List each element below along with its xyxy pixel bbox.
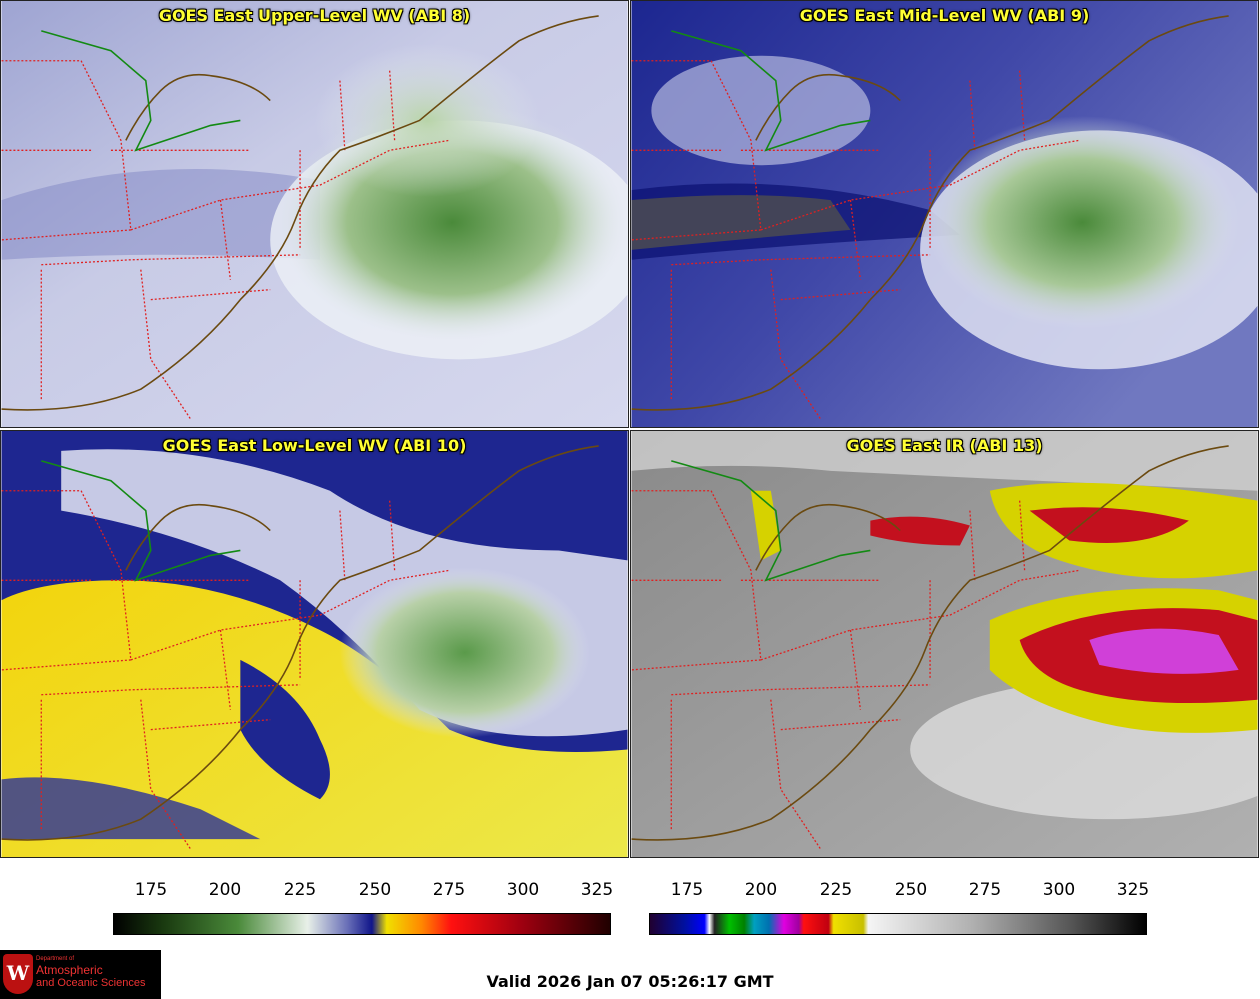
low-level-wv-imagery [1, 431, 628, 857]
wv-tick-label: 225 [283, 880, 317, 900]
panel-title: GOES East Mid-Level WV (ABI 9) [799, 6, 1090, 25]
ir-tick-label: 275 [968, 880, 1002, 900]
ir-tick-label: 225 [819, 880, 853, 900]
mid-level-wv-imagery [631, 1, 1258, 427]
wv-tick-label: 325 [580, 880, 614, 900]
ir-tick-label: 200 [744, 880, 778, 900]
ir-colorbar [649, 913, 1147, 935]
wv-colorbar [113, 913, 611, 935]
logo-line3: and Oceanic Sciences [36, 977, 146, 989]
panel-ir: GOES East IR (ABI 13) [630, 430, 1259, 858]
aos-logo: W Department of Atmospheric and Oceanic … [0, 950, 161, 999]
uw-crest-icon: W [3, 954, 33, 994]
ir-tick-label: 250 [894, 880, 928, 900]
wv-tick-label: 200 [208, 880, 242, 900]
panel-title: GOES East Upper-Level WV (ABI 8) [158, 6, 471, 25]
ir-tick-label: 300 [1042, 880, 1076, 900]
wv-tick-label: 300 [506, 880, 540, 900]
wv-tick-label: 175 [134, 880, 168, 900]
panel-low-level-wv: GOES East Low-Level WV (ABI 10) [0, 430, 629, 858]
panel-title: GOES East Low-Level WV (ABI 10) [162, 436, 467, 455]
logo-line1: Department of [36, 956, 75, 962]
ir-tick-label: 325 [1116, 880, 1150, 900]
panel-mid-level-wv: GOES East Mid-Level WV (ABI 9) [630, 0, 1259, 428]
ir-colorbar-ticks: 175 200 225 250 275 300 325 [649, 880, 1150, 920]
logo-line2: Atmospheric [36, 963, 103, 977]
wv-tick-label: 250 [358, 880, 392, 900]
ir-imagery [631, 431, 1258, 857]
panel-upper-level-wv: GOES East Upper-Level WV (ABI 8) [0, 0, 629, 428]
wv-colorbar-ticks: 175 200 225 250 275 300 325 [113, 880, 614, 920]
valid-time: Valid 2026 Jan 07 05:26:17 GMT [486, 972, 774, 991]
ir-tick-label: 175 [670, 880, 704, 900]
panel-title: GOES East IR (ABI 13) [846, 436, 1043, 455]
upper-level-wv-imagery [1, 1, 628, 427]
wv-tick-label: 275 [432, 880, 466, 900]
